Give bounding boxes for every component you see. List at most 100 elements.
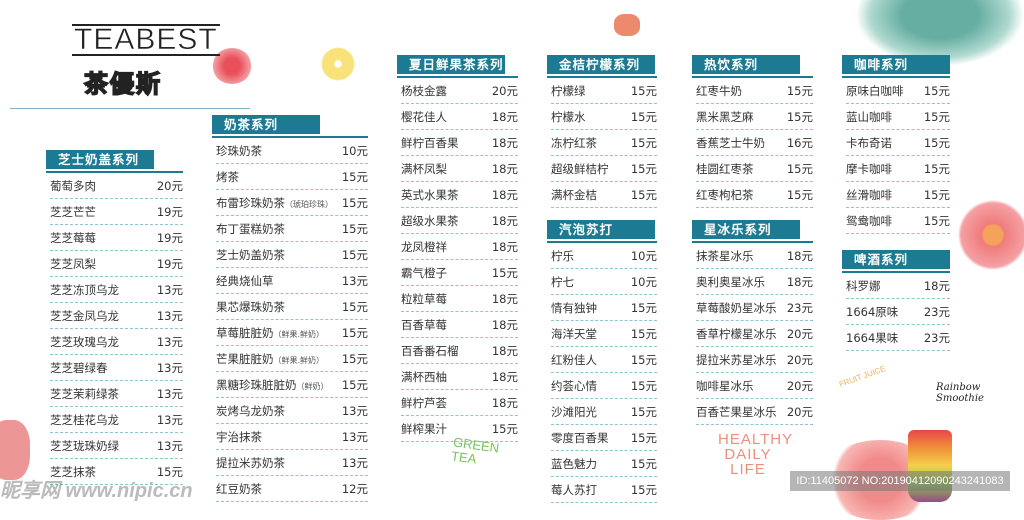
- item-name: 黑糖珍珠脏脏奶（鲜奶）: [216, 377, 329, 393]
- item-price: 15元: [630, 430, 657, 445]
- item-price: 18元: [491, 317, 518, 332]
- menu-item: 柠檬绿 15元: [551, 78, 657, 104]
- menu-item: 柠檬水 15元: [551, 104, 657, 130]
- menu-item: 香蕉芝士牛奶 16元: [696, 130, 813, 156]
- section-beer: 啤酒系列 科罗娜 18元 1664原味 23元 1664果味 23元: [842, 250, 950, 351]
- section-title: 汽泡苏打: [547, 220, 655, 240]
- yellow-flower-decoration: [318, 44, 358, 84]
- item-name: 情有独钟: [551, 300, 597, 316]
- left-flower-decoration: [0, 420, 30, 480]
- menu-item: 黑糖珍珠脏脏奶（鲜奶） 15元: [216, 372, 368, 398]
- item-price: 13元: [341, 429, 368, 444]
- item-note: （琥珀珍珠）: [285, 199, 333, 209]
- item-name-text: 草莓酸奶星冰乐: [696, 300, 777, 315]
- menu-item: 炭烤乌龙奶茶 13元: [216, 398, 368, 424]
- menu-item: 香草柠檬星冰乐 20元: [696, 321, 813, 347]
- item-price: 16元: [786, 135, 813, 150]
- item-name-text: 红粉佳人: [551, 352, 597, 367]
- item-price: 18元: [491, 343, 518, 358]
- item-name: 红粉佳人: [551, 352, 597, 368]
- menu-item: 鸳鸯咖啡 15元: [846, 208, 950, 234]
- item-name-text: 芝芝凤梨: [50, 256, 96, 271]
- item-price: 23元: [923, 304, 950, 319]
- item-name-text: 1664原味: [846, 304, 899, 319]
- item-name: 丝滑咖啡: [846, 187, 892, 203]
- item-name: 柠七: [551, 274, 574, 290]
- item-name: 蓝色魅力: [551, 456, 597, 472]
- item-price: 15元: [341, 299, 368, 314]
- item-name: 提拉米苏奶茶: [216, 455, 285, 471]
- item-name-text: 布丁蛋糕奶茶: [216, 221, 285, 236]
- menu-item: 芝芝茉莉绿茶 13元: [50, 381, 183, 407]
- smoothie-cup-decoration: [908, 430, 952, 502]
- logo-chinese: 茶優斯: [83, 69, 162, 99]
- item-name: 约荟心情: [551, 378, 597, 394]
- menu-item: 芝芝玫瑰乌龙 13元: [50, 329, 183, 355]
- item-name: 红枣枸杞茶: [696, 187, 754, 203]
- item-price: 23元: [923, 330, 950, 345]
- menu-item: 芝芝桂花乌龙 13元: [50, 407, 183, 433]
- item-name-text: 香草柠檬星冰乐: [696, 326, 777, 341]
- item-name: 芝芝珑珠奶绿: [50, 438, 119, 454]
- item-name-text: 满杯金桔: [551, 187, 597, 202]
- item-price: 15元: [630, 352, 657, 367]
- item-name-text: 樱花佳人: [401, 109, 447, 124]
- item-name-text: 蓝山咖啡: [846, 109, 892, 124]
- item-price: 15元: [341, 195, 368, 210]
- section-rule: [547, 241, 657, 243]
- item-price: 15元: [923, 83, 950, 98]
- item-price: 20元: [156, 178, 183, 193]
- item-name-text: 奥利奥星冰乐: [696, 274, 765, 289]
- item-name-text: 超级水果茶: [401, 213, 459, 228]
- item-name: 摩卡咖啡: [846, 161, 892, 177]
- item-name-text: 桂圆红枣茶: [696, 161, 754, 176]
- item-name: 芝芝芒芒: [50, 204, 96, 220]
- item-name: 香蕉芝士牛奶: [696, 135, 765, 151]
- pink-flower-decoration: [958, 195, 1024, 275]
- menu-item: 葡萄多肉 20元: [50, 173, 183, 199]
- menu-item: 宇治抹茶 13元: [216, 424, 368, 450]
- menu-item: 珍珠奶茶 10元: [216, 138, 368, 164]
- item-price: 15元: [630, 109, 657, 124]
- item-price: 15元: [786, 187, 813, 202]
- item-price: 15元: [923, 161, 950, 176]
- item-name-text: 抹茶星冰乐: [696, 248, 754, 263]
- item-name-text: 芝芝芒芒: [50, 204, 96, 219]
- menu-item: 鲜柠芦荟 18元: [401, 390, 518, 416]
- item-price: 13元: [156, 438, 183, 453]
- item-name-text: 芝芝玫瑰乌龙: [50, 334, 119, 349]
- item-name-text: 果芯爆珠奶茶: [216, 299, 285, 314]
- item-price: 15元: [786, 83, 813, 98]
- item-name-text: 咖啡星冰乐: [696, 378, 754, 393]
- menu-item: 布雷珍珠奶茶（琥珀珍珠） 15元: [216, 190, 368, 216]
- item-name: 柠檬绿: [551, 83, 586, 99]
- menu-item: 桂圆红枣茶 15元: [696, 156, 813, 182]
- menu-item: 芝芝冻顶乌龙 13元: [50, 277, 183, 303]
- item-name-text: 卡布奇诺: [846, 135, 892, 150]
- item-name: 芝芝抹茶: [50, 464, 96, 480]
- item-name: 龙凤橙祥: [401, 239, 447, 255]
- item-name-text: 摩卡咖啡: [846, 161, 892, 176]
- item-note: （鲜果.鲜奶）: [273, 355, 325, 365]
- item-name-text: 约荟心情: [551, 378, 597, 393]
- item-name-text: 霸气橙子: [401, 265, 447, 280]
- item-price: 13元: [156, 308, 183, 323]
- item-price: 18元: [491, 395, 518, 410]
- menu-item: 芝士奶盖奶茶 15元: [216, 242, 368, 268]
- menu-item: 百香芒果星冰乐 20元: [696, 399, 813, 425]
- item-price: 10元: [630, 248, 657, 263]
- item-price: 15元: [341, 377, 368, 392]
- menu-item: 芝芝金凤乌龙 13元: [50, 303, 183, 329]
- item-name: 芝芝金凤乌龙: [50, 308, 119, 324]
- item-price: 15元: [630, 187, 657, 202]
- menu-item: 超级鲜桔柠 15元: [551, 156, 657, 182]
- menu-item: 芒果脏脏奶（鲜果.鲜奶） 15元: [216, 346, 368, 372]
- watermark-site: 昵享网 www.nipic.cn: [0, 480, 193, 502]
- menu-item: 霸气橙子 15元: [401, 260, 518, 286]
- item-price: 20元: [786, 378, 813, 393]
- item-price: 15元: [341, 221, 368, 236]
- item-name-text: 莓人苏打: [551, 482, 597, 497]
- item-name-text: 英式水果茶: [401, 187, 459, 202]
- item-name: 超级鲜桔柠: [551, 161, 609, 177]
- item-price: 15元: [341, 325, 368, 340]
